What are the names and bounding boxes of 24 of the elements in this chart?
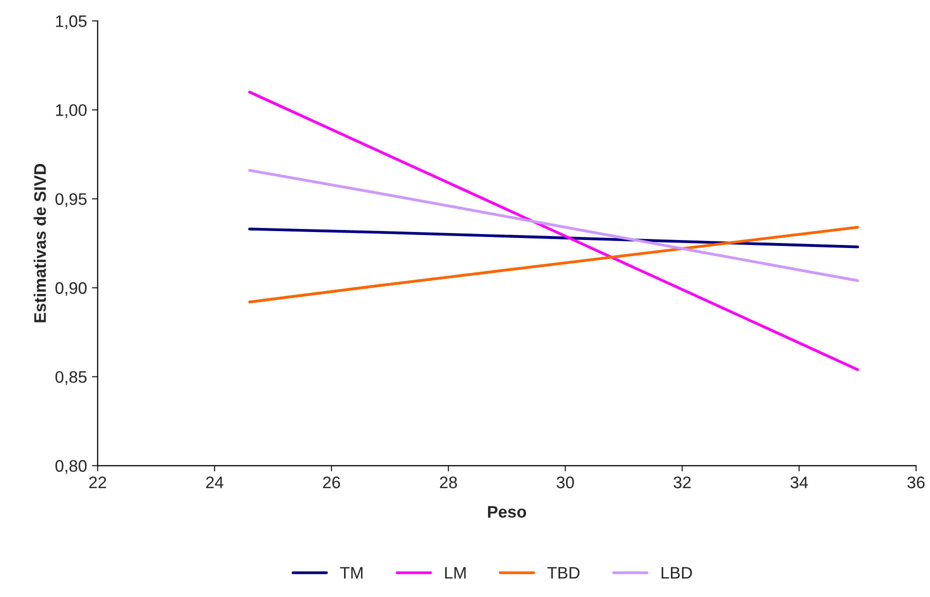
y-tick-label: 1,00 [56, 104, 87, 118]
y-axis-title: Estimativas de SIVD [34, 164, 46, 322]
x-tick-label: 24 [206, 476, 224, 488]
line-series [248, 228, 859, 248]
x-axis-title: Peso [488, 506, 526, 518]
y-tick-label: 0,80 [55, 460, 87, 474]
line-series [248, 226, 859, 304]
y-tick-label: 1,05 [56, 15, 87, 30]
legend-label: TBD [547, 567, 580, 579]
line-series [248, 168, 859, 282]
x-tick-label: 36 [907, 476, 925, 488]
y-tick-label: 0,90 [55, 282, 87, 296]
y-tick-label: 0,85 [55, 371, 87, 385]
x-tick-label: 34 [790, 476, 808, 488]
legend-label: LBD [662, 567, 692, 579]
x-tick-label: 28 [440, 476, 457, 488]
legend-label: LM [445, 567, 466, 579]
x-tick-label: 32 [674, 476, 691, 488]
x-tick-label: 26 [323, 476, 340, 488]
legend-label: TM [340, 567, 362, 579]
x-tick-label: 22 [89, 476, 106, 488]
line-series [248, 90, 859, 371]
x-tick-label: 30 [556, 476, 574, 488]
y-tick-label: 0,95 [55, 193, 87, 207]
